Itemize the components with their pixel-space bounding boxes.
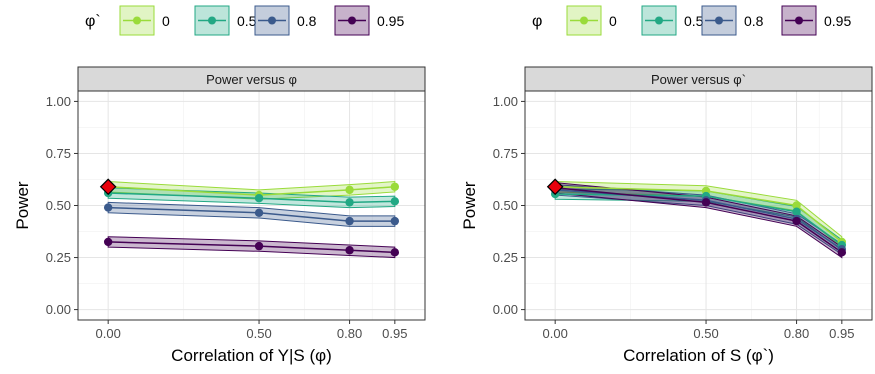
- legend-key-point: [208, 16, 216, 25]
- legend-title: φ`: [85, 13, 101, 30]
- highlight-diamond: [546, 178, 564, 196]
- y-tick-label: 1.00: [46, 94, 71, 109]
- panel-title: Power versus φ: [206, 72, 297, 87]
- x-axis-title: Correlation of S (φ`): [623, 346, 774, 365]
- x-tick-label: 0.00: [96, 326, 121, 341]
- y-tick-label: 0.25: [46, 250, 71, 265]
- legend-key-point: [715, 16, 723, 25]
- legend-label-0: 0: [162, 13, 170, 29]
- data-point-series-0: [792, 201, 801, 210]
- data-point-series-0.95: [701, 198, 711, 207]
- data-point-series-0.8: [390, 216, 400, 226]
- data-point-series-0.95: [390, 248, 400, 257]
- x-axis-title: Correlation of Y|S (φ): [171, 346, 332, 365]
- data-point-series-0.95: [345, 246, 354, 255]
- y-axis-title: Power: [460, 181, 479, 230]
- line-series-0.95: [555, 187, 843, 253]
- data-point-series-0.5: [792, 207, 801, 216]
- data-point-series-0: [390, 182, 400, 191]
- legend-1: φ` 0 0.5 0.8 0.95: [85, 5, 404, 36]
- legend-label-0.95: 0.95: [824, 13, 851, 29]
- legend-label-0.8: 0.8: [297, 13, 317, 29]
- chart-panel-1: Power versus φ 0.00 0.25 0.50 0.75 1.00 0.00 0.…: [13, 66, 426, 365]
- panel-strip: [77, 66, 426, 92]
- legend-title: φ: [532, 13, 542, 30]
- panel-strip: [524, 66, 873, 92]
- legend-key-point: [795, 16, 803, 25]
- y-tick-label: 0.00: [46, 302, 71, 317]
- line-series-0.5: [108, 192, 395, 204]
- x-tick-label: 0.50: [693, 326, 718, 341]
- legend-2: φ 0 0.5 0.8 0.95: [532, 5, 851, 36]
- panel-title: Power versus φ`: [651, 72, 746, 87]
- data-point-series-0.95: [837, 248, 847, 257]
- y-tick-label: 1.00: [493, 94, 518, 109]
- legend-key-point: [348, 16, 356, 25]
- line-series-0.95: [108, 241, 395, 254]
- legend-label-0.8: 0.8: [744, 13, 764, 29]
- x-tick-label: 0.80: [337, 326, 362, 341]
- y-tick-label: 0.50: [493, 198, 518, 213]
- data-point-series-0.95: [792, 216, 801, 226]
- y-tick-label: 0.50: [46, 198, 71, 213]
- ribbon-series-0.8: [107, 201, 396, 227]
- data-point-series-0.5: [390, 197, 400, 206]
- x-tick-label: 0.95: [829, 326, 854, 341]
- highlight-diamond: [99, 178, 117, 196]
- line-series-0: [108, 186, 395, 196]
- data-point-series-0.8: [254, 208, 264, 217]
- x-tick-label: 0.95: [382, 326, 407, 341]
- legend-key-point: [580, 16, 588, 25]
- data-point-series-0.5: [345, 198, 354, 207]
- legend-key-point: [655, 16, 663, 25]
- x-tick-label: 0.50: [246, 326, 271, 341]
- legend-label-0: 0: [609, 13, 617, 29]
- data-point-series-0: [345, 185, 354, 195]
- legend-key-point: [268, 16, 276, 25]
- data-point-series-0.8: [345, 216, 354, 226]
- legend-label-0.5: 0.5: [684, 13, 704, 29]
- legend-key-point: [133, 16, 141, 25]
- y-tick-label: 0.75: [46, 146, 71, 161]
- x-tick-label: 0.80: [784, 326, 809, 341]
- ribbon-series-0.95: [107, 236, 396, 259]
- y-tick-label: 0.00: [493, 302, 518, 317]
- chart-panel-2: Power versus φ` 0.00 0.25 0.50 0.75 1.00 0.00 0…: [460, 66, 873, 365]
- y-tick-label: 0.75: [493, 146, 518, 161]
- legend-label-0.5: 0.5: [237, 13, 257, 29]
- legend-label-0.95: 0.95: [377, 13, 404, 29]
- data-point-series-0.8: [103, 203, 113, 212]
- line-series-0.8: [108, 206, 395, 222]
- data-point-series-0.5: [254, 194, 264, 203]
- data-point-series-0.95: [254, 241, 264, 251]
- line-series-0: [555, 186, 843, 243]
- y-tick-label: 0.25: [493, 250, 518, 265]
- y-axis-title: Power: [13, 181, 32, 230]
- data-point-series-0.95: [103, 237, 113, 247]
- x-tick-label: 0.00: [543, 326, 568, 341]
